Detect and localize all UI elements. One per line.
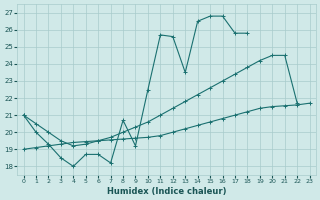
X-axis label: Humidex (Indice chaleur): Humidex (Indice chaleur)	[107, 187, 226, 196]
